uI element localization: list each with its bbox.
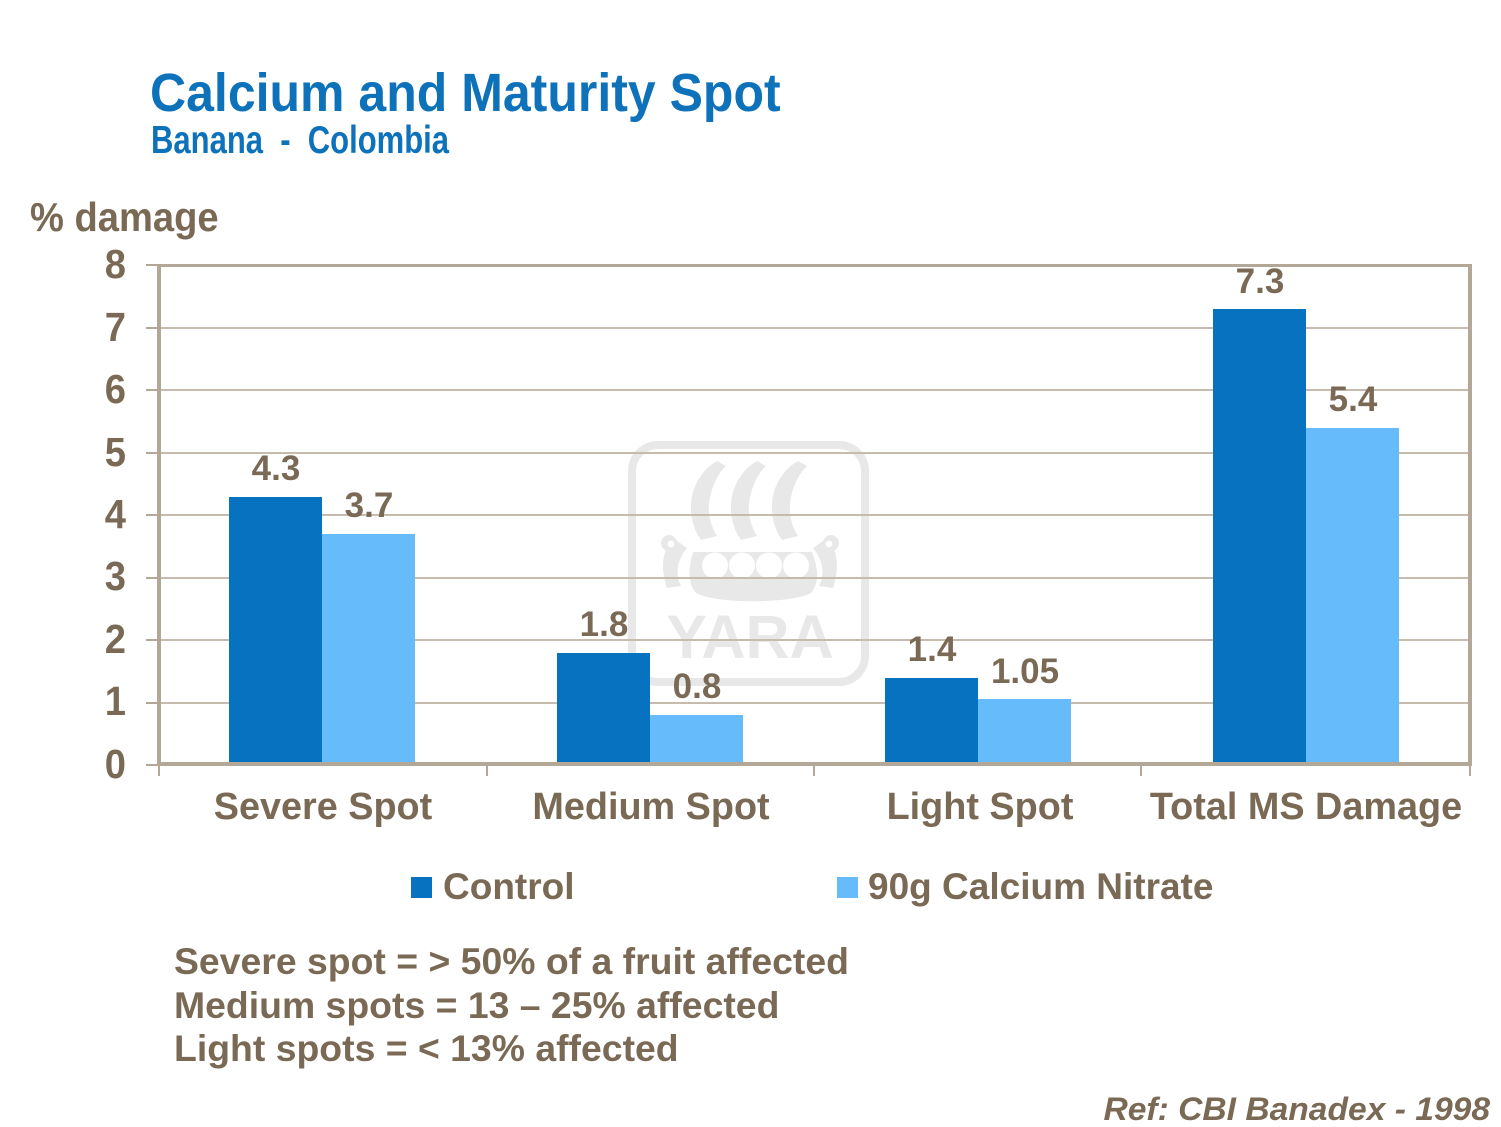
svg-text:YARA: YARA — [666, 603, 833, 671]
